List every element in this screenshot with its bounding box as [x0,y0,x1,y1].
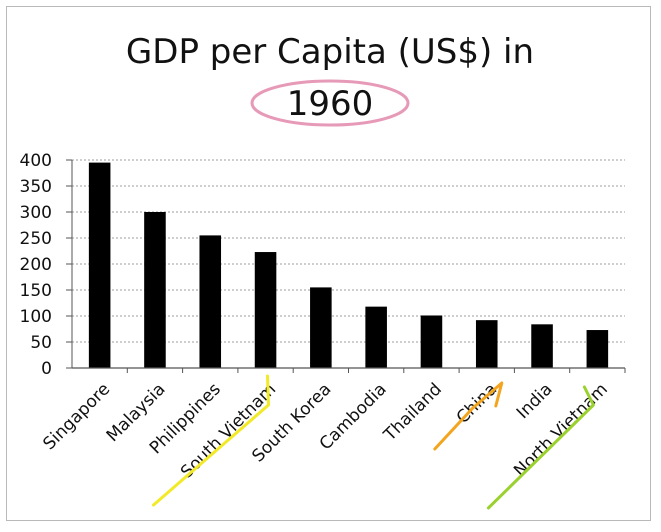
bar-china [475,320,498,368]
y-tick-label-100: 100 [20,307,52,327]
bar-india [531,324,553,368]
chart-title: GDP per Capita (US$) in [126,32,534,72]
y-tick-label-200: 200 [20,255,52,275]
y-axis-ticks: 0 50 100 150 200 250 300 350 400 [20,151,72,379]
axes [71,160,625,369]
highlight-line-north-vietnam [486,385,595,510]
y-tick-label-400: 400 [20,151,52,171]
bar-cambodia [365,306,387,368]
y-tick-label-0: 0 [41,359,52,379]
x-label-india: India [513,379,557,423]
y-tick-label-300: 300 [20,203,52,223]
x-label-thailand: Thailand [380,379,446,445]
highlight-line-south-vietnam [152,374,270,507]
bar-south-vietnam [254,252,277,368]
y-tick-label-50: 50 [30,333,52,353]
y-tick-label-350: 350 [20,177,52,197]
bar-singapore [88,162,111,368]
y-tick-label-150: 150 [20,281,52,301]
chart-subtitle: 1960 [287,84,374,124]
subtitle-highlight-circle [250,79,410,127]
bars [88,162,626,373]
y-tick-label-250: 250 [20,229,52,249]
x-label-south-vietnam: South Vietnam [177,379,280,482]
highlight-lines [152,374,595,510]
bar-north-vietnam [586,330,609,368]
bar-south-korea [310,287,332,368]
x-label-north-vietnam: North Vietnam [510,379,612,481]
x-label-singapore: Singapore [39,379,114,454]
bar-malaysia [144,212,166,368]
highlight-line-china [433,381,504,451]
bar-thailand [420,315,443,368]
bar-philippines [199,235,222,368]
